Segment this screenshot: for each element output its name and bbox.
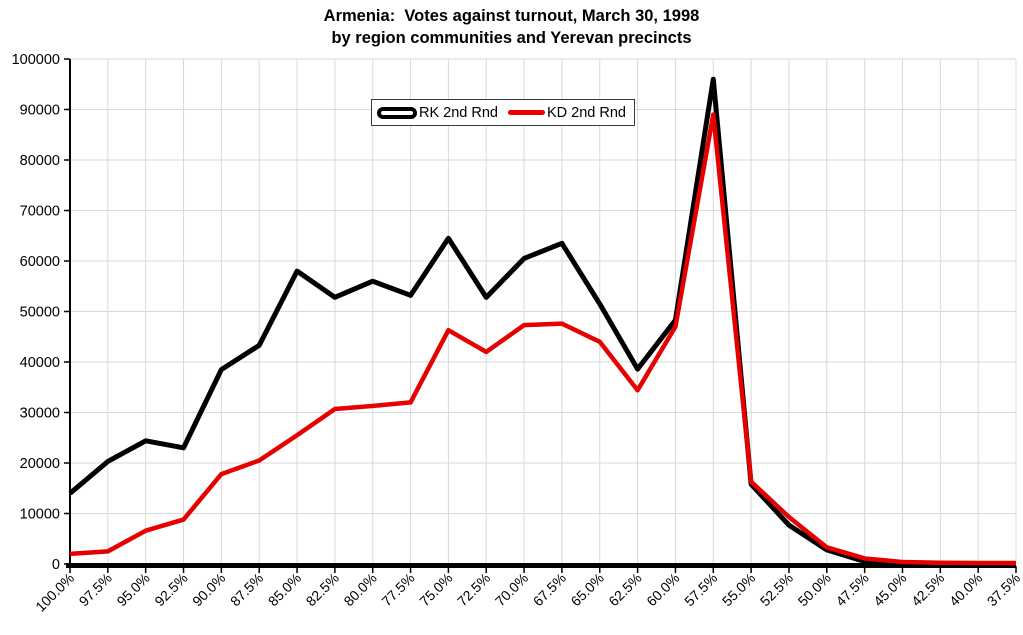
series-line-rk-2nd-rnd[interactable] (68, 76, 1016, 567)
x-tick-label: 92.5% (151, 570, 190, 609)
y-tick-label: 0 (52, 557, 60, 573)
legend-item-rk-2nd-rnd[interactable]: RK 2nd Rnd (377, 105, 498, 121)
x-tick-label: 72.5% (454, 570, 493, 609)
y-tick-label: 10000 (20, 507, 60, 523)
chart-title-line-2: by region communities and Yerevan precin… (331, 29, 692, 47)
x-tick-label: 47.5% (832, 570, 871, 609)
y-tick-label: 50000 (20, 305, 60, 321)
x-tick-label: 45.0% (870, 570, 909, 609)
y-tick-label: 20000 (20, 456, 60, 472)
x-tick-label: 90.0% (189, 570, 228, 609)
x-tick-label: 80.0% (340, 570, 379, 609)
y-tick-label: 40000 (20, 355, 60, 371)
x-tick-label: 52.5% (757, 570, 796, 609)
y-tick-label: 60000 (20, 254, 60, 270)
series-line-kd-2nd-rnd[interactable] (69, 112, 1016, 566)
legend-label-kd: KD 2nd Rnd (547, 104, 626, 121)
x-tick-label: 42.5% (908, 570, 947, 609)
y-tick-label: 100000 (12, 52, 60, 68)
x-tick-label: 87.5% (227, 570, 266, 609)
x-tick-label: 95.0% (113, 570, 152, 609)
legend-label-rk: RK 2nd Rnd (419, 104, 498, 121)
x-tick-label: 50.0% (795, 570, 834, 609)
x-tick-label: 37.5% (984, 570, 1023, 609)
y-tick-label: 90000 (20, 103, 60, 119)
kd-line-sample-icon (508, 110, 545, 115)
y-tick-label: 70000 (20, 204, 60, 220)
chart-title: Armenia: Votes against turnout, March 30… (0, 5, 1023, 49)
x-tick-label: 77.5% (378, 570, 417, 609)
legend: RK 2nd Rnd KD 2nd Rnd (371, 99, 635, 126)
x-tick-label: 62.5% (605, 570, 644, 609)
y-tick-label: 80000 (20, 153, 60, 169)
legend-item-kd-2nd-rnd[interactable]: KD 2nd Rnd (498, 105, 626, 121)
x-tick-label: 65.0% (567, 570, 606, 609)
x-tick-label: 60.0% (643, 570, 682, 609)
x-tick-label: 57.5% (681, 570, 720, 609)
x-tick-label: 82.5% (303, 570, 342, 609)
x-tick-label: 97.5% (76, 570, 115, 609)
x-tick-label: 85.0% (265, 570, 304, 609)
y-tick-label: 30000 (20, 406, 60, 422)
x-tick-label: 75.0% (416, 570, 455, 609)
x-tick-label: 67.5% (530, 570, 569, 609)
x-tick-label: 70.0% (492, 570, 531, 609)
x-tick-label: 55.0% (719, 570, 758, 609)
x-tick-label: 100.0% (32, 570, 77, 615)
x-tick-label: 40.0% (946, 570, 985, 609)
rk-line-sample-icon (377, 106, 417, 119)
chart-title-line-1: Armenia: Votes against turnout, March 30… (323, 7, 700, 25)
